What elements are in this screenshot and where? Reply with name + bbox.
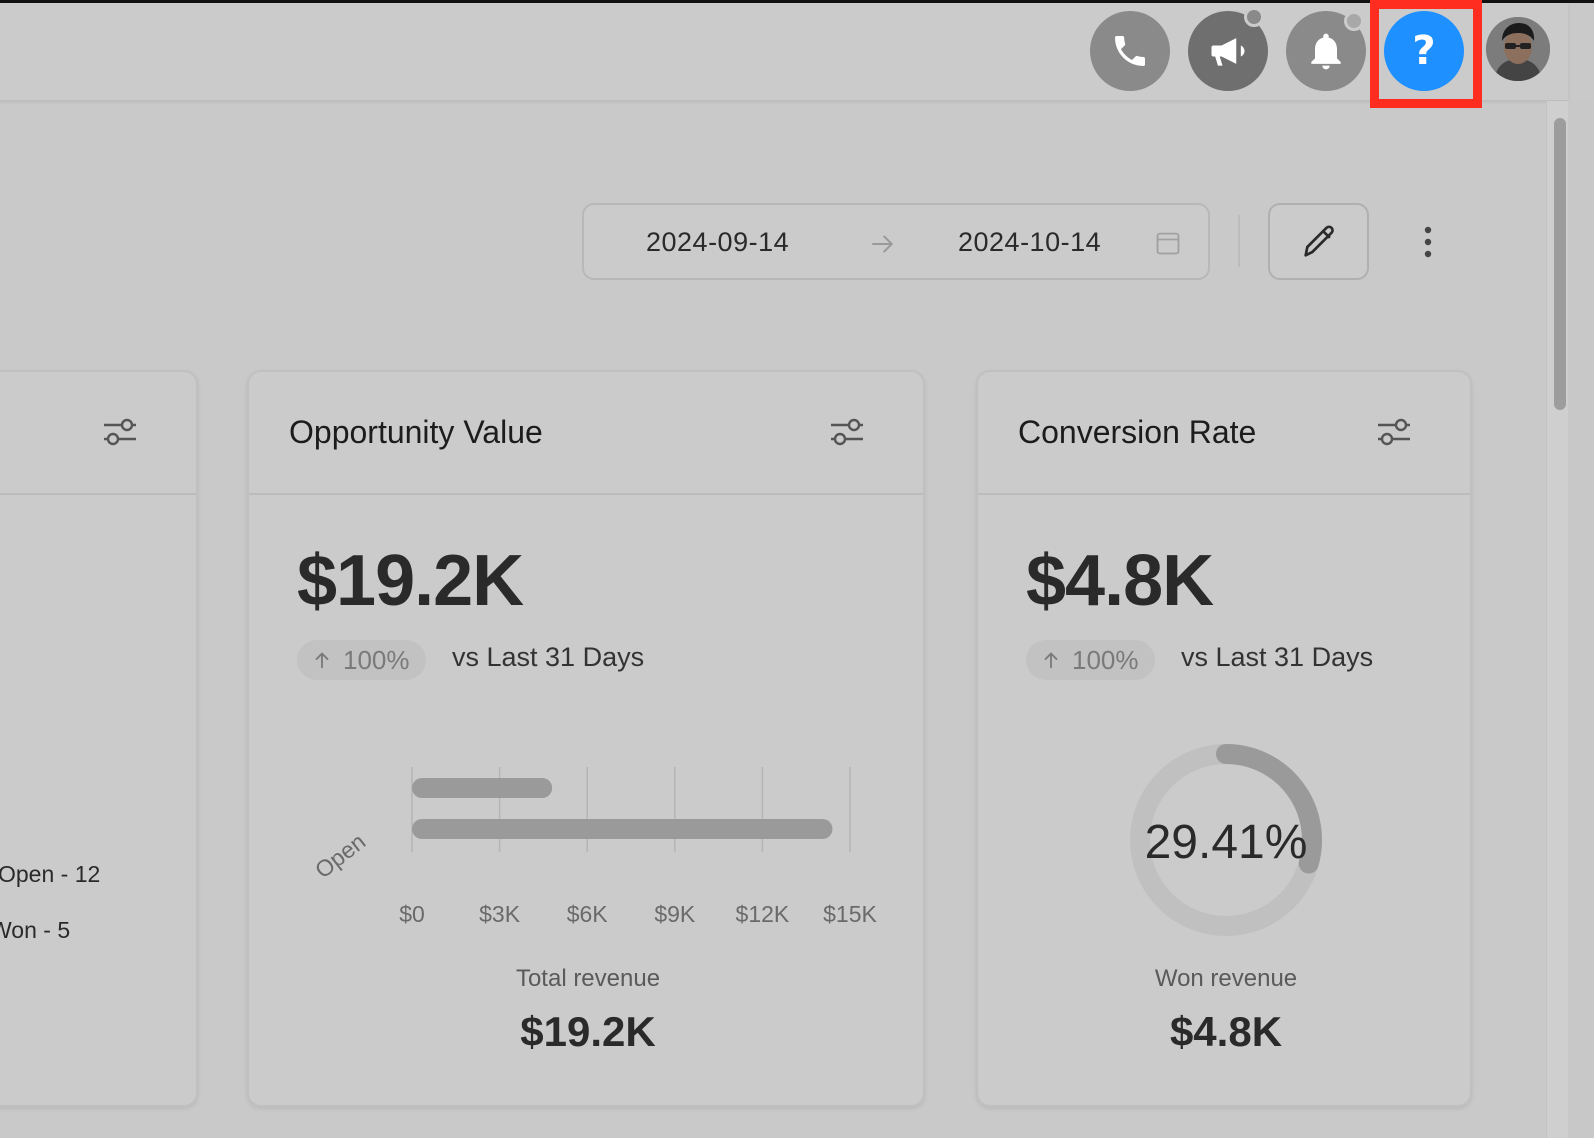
filter-settings-icon[interactable]: [1376, 416, 1412, 448]
legend-item-open: Open - 12: [0, 861, 101, 887]
edit-dashboard-button[interactable]: [1268, 203, 1369, 280]
x-tick-label: $9K: [654, 901, 696, 927]
filter-settings-icon[interactable]: [829, 416, 865, 448]
arrow-right-icon: [872, 235, 894, 253]
avatar-image: [1486, 17, 1550, 81]
left-card: [0, 370, 198, 1107]
bar: [412, 778, 553, 798]
calendar-icon: [1156, 232, 1180, 255]
vertical-dots-icon: [1424, 226, 1432, 258]
x-tick-label: $6K: [567, 901, 609, 927]
arrow-up-icon: [1044, 652, 1058, 669]
left-card-header: [0, 372, 196, 495]
won-revenue-value: $4.8K: [1169, 1008, 1283, 1055]
pencil-icon: [1303, 224, 1334, 257]
scrollbar-thumb[interactable]: [1554, 118, 1566, 410]
more-options-button[interactable]: [1412, 220, 1444, 264]
x-tick-label: $0: [399, 901, 425, 927]
opportunity-value-card: Opportunity Value $19.2K 100% vs Last 31…: [247, 370, 925, 1107]
help-button-highlight: [1370, 0, 1482, 108]
card-title: Opportunity Value: [289, 414, 543, 450]
donut-center-label: 29.41%: [1145, 816, 1308, 869]
date-start[interactable]: 2024-09-14: [646, 227, 790, 257]
opportunity-card-header: Opportunity Value: [249, 372, 923, 495]
user-avatar[interactable]: [1486, 17, 1550, 81]
announcements-button[interactable]: [1188, 7, 1268, 91]
donut-slice-won: [1216, 744, 1322, 874]
bell-icon: [1311, 33, 1341, 70]
opportunity-bar-chart: $0 $3K $6K $9K $12K $15K Open: [310, 767, 878, 927]
notifications-button[interactable]: [1286, 11, 1366, 91]
bar: [412, 819, 833, 839]
help-button[interactable]: ?: [1384, 11, 1464, 91]
conversion-value: $4.8K: [1026, 541, 1214, 621]
date-range-picker[interactable]: 2024-09-14 2024-10-14: [582, 203, 1210, 280]
change-badge: 100%: [1026, 640, 1155, 680]
y-category-label: Open: [310, 828, 370, 883]
compare-period: vs Last 31 Days: [1181, 642, 1374, 672]
x-tick-label: $15K: [823, 901, 877, 927]
compare-period: vs Last 31 Days: [452, 642, 645, 672]
arrow-up-icon: [315, 652, 329, 669]
change-badge: 100%: [297, 640, 426, 680]
window-top-edge: [0, 0, 1594, 3]
megaphone-icon: [1211, 38, 1245, 66]
announcement-dot: [1244, 7, 1264, 27]
x-tick-label: $3K: [479, 901, 521, 927]
change-percent: 100%: [343, 644, 410, 675]
conversion-rate-card: Conversion Rate $4.8K 100% vs Last 31 Da…: [976, 370, 1472, 1107]
notification-dot: [1344, 11, 1364, 31]
legend-item-won: Won - 5: [0, 917, 71, 943]
toolbar-divider: [1238, 215, 1240, 267]
question-mark-icon: ?: [1412, 28, 1436, 74]
conversion-donut-chart: 29.41%: [1130, 744, 1322, 936]
date-end[interactable]: 2024-10-14: [958, 227, 1102, 257]
x-tick-label: $12K: [736, 901, 790, 927]
change-percent: 100%: [1072, 644, 1139, 675]
phone-icon: [1115, 36, 1145, 66]
won-revenue-label: Won revenue: [1154, 965, 1298, 992]
conversion-card-header: Conversion Rate: [978, 372, 1470, 495]
filter-settings-icon[interactable]: [102, 416, 138, 448]
right-gutter: [1568, 101, 1594, 1138]
card-title: Conversion Rate: [1018, 414, 1257, 450]
phone-button[interactable]: [1090, 11, 1170, 91]
total-revenue-label: Total revenue: [515, 965, 661, 992]
top-header: ?: [0, 3, 1568, 101]
opportunity-value: $19.2K: [297, 541, 524, 621]
total-revenue-value: $19.2K: [520, 1008, 656, 1055]
